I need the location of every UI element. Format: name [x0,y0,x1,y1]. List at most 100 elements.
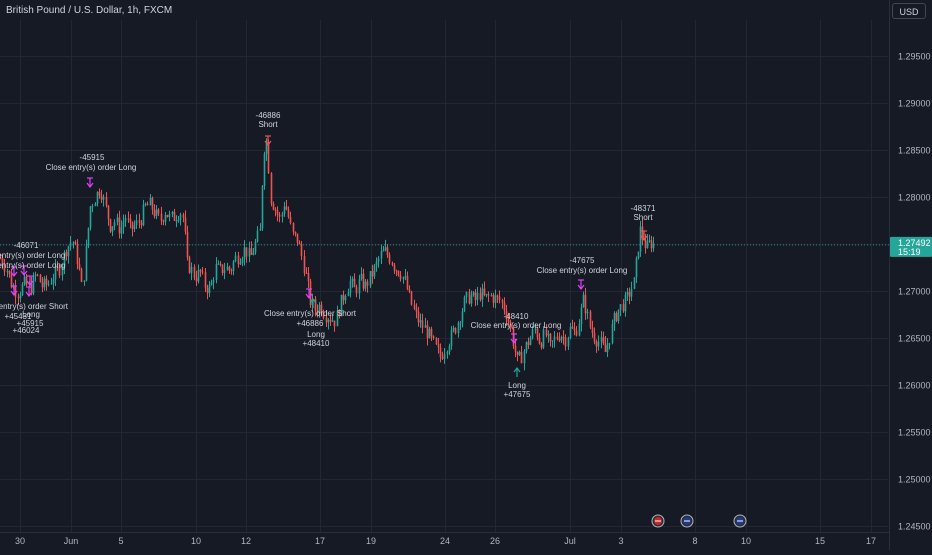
candle-body [91,206,94,208]
trade-annotation-label: Close entry(s) order Short [264,309,357,318]
candle-body [369,270,372,286]
candle-body [155,209,158,217]
trade-annotation-label: +47675 [504,390,531,399]
candle-body [386,247,389,255]
candle-body [168,214,171,218]
candle-body [56,266,59,268]
candle-body [325,317,328,323]
long-entry-marker-head [309,298,317,304]
candle-body [289,216,292,224]
candle-body [212,279,215,283]
candle-body [333,320,336,327]
candle-body [509,321,512,329]
candle-body [23,276,26,285]
candle-body [580,307,583,325]
candle-body [318,304,321,314]
x-tick-label: 5 [118,536,123,546]
candle-body [67,246,70,257]
candle-body [1,258,4,266]
currency-button[interactable]: USD [892,3,926,19]
candle-body [111,226,114,232]
candle-body [94,203,97,207]
candle-body [118,217,121,234]
candle-body [569,326,572,338]
candle-body [72,242,75,244]
candle-body [540,343,543,348]
candle-body [336,310,339,327]
candle-body [292,223,295,232]
candle-body [472,292,475,296]
y-tick-label: 1.27000 [898,287,931,297]
close-short-marker-head [305,293,313,299]
candle-body [144,203,147,205]
candle-body [175,220,178,222]
candle-body [259,228,262,231]
candle-body [553,336,556,341]
candle-body [239,262,242,265]
candle-body [300,244,303,257]
price-axis-labels: 1.295001.290001.285001.280001.275001.270… [898,52,931,532]
candle-body [355,287,358,294]
candle-body [468,292,471,304]
candle-body [85,245,88,281]
candle-body [78,264,81,269]
candle-body [454,328,457,334]
candle-body [122,221,125,228]
candle-body [494,295,497,303]
candle-body [314,298,317,311]
candle-body [514,345,517,352]
candle-body [415,308,418,312]
candle-body [399,275,402,280]
candle-body [558,338,561,341]
candle-body [446,351,449,355]
candle-body [435,338,438,345]
candle-body [184,217,187,232]
trade-annotations: -46071Close entry(s) order LongClose ent… [0,111,656,399]
candle-body [177,220,180,222]
candle-body [32,275,35,294]
candle-body [149,197,152,206]
candle-body [410,291,413,305]
candle-body [461,311,464,323]
candle-body [142,204,145,226]
candle-body [228,266,231,271]
candle-body [87,227,90,246]
candle-body [157,209,160,214]
candle-body [50,283,53,285]
candle-body [83,280,86,282]
time-axis-labels: 30 Jun 5 10 12 17 19 24 26 Jul 3 8 10 15 17 [15,536,876,546]
candle-body [619,304,622,310]
candle-body [358,279,361,294]
us-flag-event-icon [680,514,694,528]
candle-body [80,268,83,282]
candle-body [210,282,213,285]
trade-annotation-label: Short [633,213,653,222]
candle-body [17,296,20,299]
candle-body [525,342,528,352]
candle-body [252,252,255,255]
candle-body [380,251,383,259]
candle-body [19,294,22,299]
candle-body [377,258,380,262]
candle-body [626,291,629,295]
candle-body [8,270,11,275]
candle-body [487,294,490,296]
economic-events [651,514,747,528]
candle-body [584,294,587,314]
candle-body [256,230,259,242]
candle-body [338,310,341,317]
candle-body [129,218,132,223]
candle-body [45,278,48,285]
trade-annotation-label: Long [307,330,325,339]
candle-body [351,278,354,282]
candle-body [254,241,257,253]
candle-body [76,244,79,265]
candle-body [102,196,105,200]
trade-annotation-label: Close entry(s) order Long [537,266,628,275]
x-tick-label: 3 [618,536,623,546]
candle-body [560,336,563,341]
candle-body [287,209,290,217]
candle-body [481,288,484,300]
